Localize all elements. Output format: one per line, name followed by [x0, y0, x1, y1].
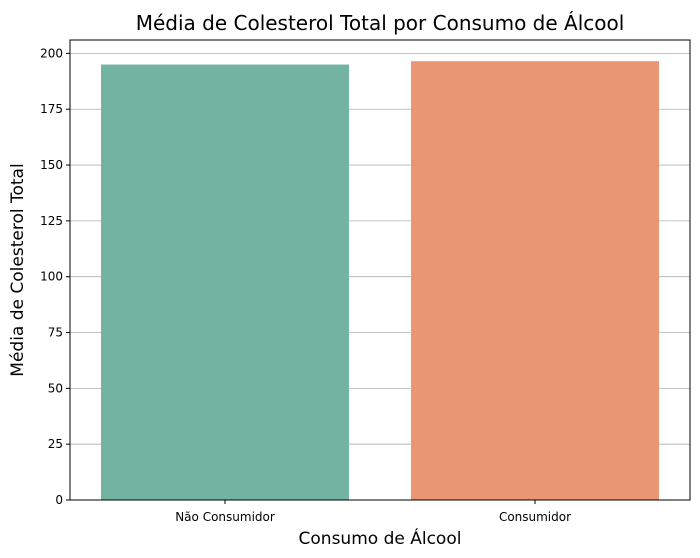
plot-frame [69, 39, 691, 501]
x-tick-label: Não Consumidor [175, 510, 275, 524]
y-axis-ticks: 0 25 50 75 100 125 150 175 200 [40, 46, 70, 507]
y-tick-label: 25 [48, 437, 63, 451]
bars [101, 61, 659, 500]
x-tick-label: Consumidor [499, 510, 571, 524]
y-tick-label: 150 [40, 158, 63, 172]
y-tick-label: 75 [48, 326, 63, 340]
y-tick-label: 0 [55, 493, 63, 507]
chart-title: Média de Colesterol Total por Consumo de… [136, 11, 625, 35]
y-tick-label: 125 [40, 214, 63, 228]
y-tick-label: 200 [40, 46, 63, 60]
y-tick-label: 175 [40, 102, 63, 116]
bar-nao-consumidor [101, 64, 349, 500]
x-axis-label: Consumo de Álcool [299, 527, 462, 549]
x-axis-ticks: Não Consumidor Consumidor [175, 500, 571, 524]
y-tick-label: 50 [48, 381, 63, 395]
y-tick-label: 100 [40, 270, 63, 284]
bar-consumidor [411, 61, 659, 500]
y-axis-label: Média de Colesterol Total [8, 163, 28, 376]
